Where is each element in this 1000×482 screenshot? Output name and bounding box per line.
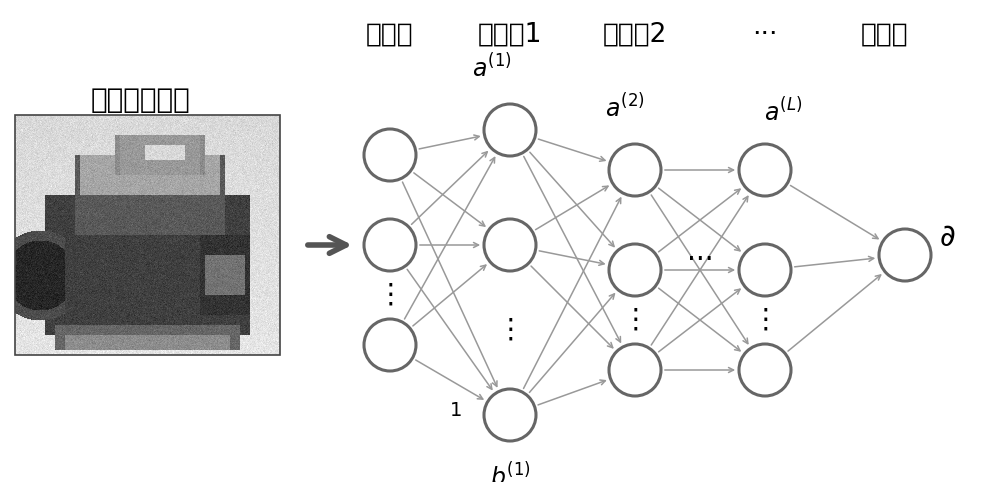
- Text: $\mathit{b}^{(1)}$: $\mathit{b}^{(1)}$: [490, 463, 530, 482]
- Text: ⋮: ⋮: [496, 316, 524, 344]
- Text: ⋮: ⋮: [621, 306, 649, 334]
- Text: 输入层: 输入层: [366, 22, 414, 48]
- Text: 输出层: 输出层: [861, 22, 909, 48]
- Text: 1: 1: [450, 401, 462, 419]
- Text: 三轴无磁转台: 三轴无磁转台: [90, 86, 190, 114]
- Circle shape: [609, 344, 661, 396]
- Text: ⋮: ⋮: [751, 306, 779, 334]
- Circle shape: [484, 389, 536, 441]
- Circle shape: [739, 244, 791, 296]
- Circle shape: [609, 244, 661, 296]
- Text: 隐藏层1: 隐藏层1: [478, 22, 542, 48]
- Circle shape: [739, 144, 791, 196]
- Circle shape: [484, 104, 536, 156]
- Text: $\mathit{a}^{(1)}$: $\mathit{a}^{(1)}$: [472, 54, 512, 82]
- Circle shape: [364, 129, 416, 181]
- Circle shape: [364, 319, 416, 371]
- Circle shape: [739, 344, 791, 396]
- Text: ···: ···: [752, 22, 778, 48]
- Text: ⋮: ⋮: [376, 281, 404, 309]
- Text: 隐藏层2: 隐藏层2: [603, 22, 667, 48]
- Text: ···: ···: [687, 246, 713, 274]
- Circle shape: [609, 144, 661, 196]
- Text: $\mathit{a}^{(L)}$: $\mathit{a}^{(L)}$: [764, 97, 802, 126]
- Bar: [15, 115, 280, 355]
- Circle shape: [364, 219, 416, 271]
- Circle shape: [484, 219, 536, 271]
- Text: $\partial$: $\partial$: [939, 223, 955, 252]
- Text: $\mathit{a}^{(2)}$: $\mathit{a}^{(2)}$: [605, 94, 645, 122]
- Circle shape: [879, 229, 931, 281]
